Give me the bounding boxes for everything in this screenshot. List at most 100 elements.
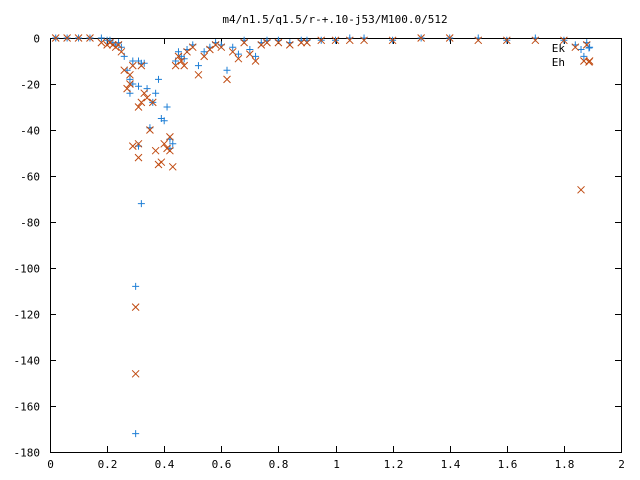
data-point-ek — [97, 34, 105, 42]
data-point-eh — [200, 52, 209, 61]
data-point-eh — [86, 34, 94, 42]
x-tick-label: 0 — [47, 458, 54, 471]
data-point-eh — [148, 98, 157, 107]
data-point-ek — [169, 140, 177, 148]
data-point-eh — [317, 36, 326, 45]
data-point-eh — [114, 41, 123, 49]
x-tick-label: 0.4 — [155, 458, 175, 471]
data-point-eh — [531, 36, 540, 45]
y-tick-label: -120 — [14, 309, 41, 322]
data-point-ek — [135, 82, 143, 90]
data-point-eh — [134, 103, 143, 111]
data-point-eh — [171, 61, 180, 70]
data-point-ek — [160, 117, 168, 125]
legend-marker-ek — [585, 44, 593, 52]
data-point-ek — [154, 75, 162, 83]
data-point-eh — [188, 43, 197, 52]
data-point-eh — [143, 93, 151, 102]
data-point-eh — [131, 369, 140, 378]
x-tick-label: 1.2 — [384, 458, 404, 471]
data-point-eh — [120, 66, 129, 75]
data-point-eh — [126, 80, 134, 88]
data-point-ek — [252, 52, 260, 60]
data-point-eh — [128, 142, 137, 150]
data-point-eh — [134, 139, 143, 148]
chart-title: m4/n1.5/q1.5/r-+.10-j53/M100.0/512 — [222, 13, 447, 26]
y-tick-label: -40 — [20, 125, 40, 138]
y-tick-label: -60 — [20, 171, 40, 184]
data-point-eh — [251, 57, 260, 65]
data-point-eh — [245, 50, 254, 58]
data-point-eh — [234, 54, 243, 63]
data-point-ek — [174, 48, 182, 56]
data-point-ek — [137, 200, 145, 208]
data-point-eh — [360, 36, 368, 45]
data-point-eh — [183, 47, 191, 56]
data-point-eh — [285, 41, 294, 49]
data-point-ek — [194, 62, 202, 70]
data-point-ek — [246, 46, 254, 53]
data-point-eh — [388, 36, 397, 45]
legend-marker-eh — [585, 58, 593, 66]
data-point-ek — [132, 430, 140, 438]
data-point-eh — [571, 43, 580, 52]
data-point-eh — [257, 41, 266, 49]
data-point-eh — [128, 61, 137, 70]
y-tick-label: -140 — [14, 355, 41, 368]
data-point-eh — [223, 75, 231, 84]
data-point-eh — [166, 146, 174, 155]
data-point-ek — [200, 48, 208, 56]
data-point-eh — [228, 47, 237, 56]
data-point-eh — [126, 70, 134, 79]
data-point-eh — [131, 303, 140, 311]
x-tick-label: 2 — [618, 458, 625, 471]
data-point-eh — [146, 126, 154, 134]
x-tick-label: 1.6 — [498, 458, 518, 471]
data-point-eh — [206, 45, 214, 54]
series-eh — [51, 34, 594, 378]
data-point-eh — [174, 52, 183, 61]
data-point-ek — [580, 52, 588, 60]
data-point-eh — [134, 153, 143, 162]
x-tick-label: 0.8 — [269, 458, 289, 471]
y-tick-label: 0 — [33, 33, 40, 46]
data-point-eh — [577, 185, 585, 194]
data-point-eh — [417, 34, 426, 42]
data-point-eh — [168, 162, 177, 171]
data-point-ek — [132, 282, 140, 290]
data-point-eh — [345, 36, 354, 45]
data-point-eh — [474, 36, 483, 45]
y-tick-label: -180 — [14, 447, 41, 460]
data-point-eh — [194, 70, 203, 79]
y-tick-label: -80 — [20, 217, 40, 230]
data-point-eh — [123, 84, 131, 93]
data-point-eh — [157, 158, 166, 167]
data-point-ek — [229, 43, 237, 51]
y-tick-label: -20 — [20, 79, 40, 92]
x-tick-label: 1.4 — [441, 458, 461, 471]
data-point-eh — [297, 38, 306, 47]
data-point-eh — [502, 36, 511, 45]
x-tick-label: 0.6 — [212, 458, 232, 471]
data-point-eh — [151, 146, 160, 155]
data-point-eh — [140, 89, 149, 98]
data-point-eh — [160, 139, 169, 148]
data-point-eh — [180, 61, 189, 70]
legend-label-ek: Ek — [552, 42, 566, 55]
data-point-eh — [117, 47, 126, 56]
data-point-eh — [331, 36, 340, 45]
data-point-eh — [97, 38, 106, 47]
data-point-eh — [303, 38, 311, 47]
data-point-eh — [74, 34, 83, 42]
data-point-ek — [152, 89, 160, 97]
x-axis: 0 0.2 0.4 0.6 0.8 1 1.2 1.4 1.6 1.8 2 — [47, 38, 625, 471]
data-point-eh — [560, 36, 568, 45]
data-point-eh — [240, 38, 248, 47]
data-point-ek — [126, 75, 134, 83]
y-tick-label: -100 — [14, 263, 41, 276]
data-point-ek — [163, 103, 171, 111]
x-tick-label: 1 — [333, 458, 340, 471]
